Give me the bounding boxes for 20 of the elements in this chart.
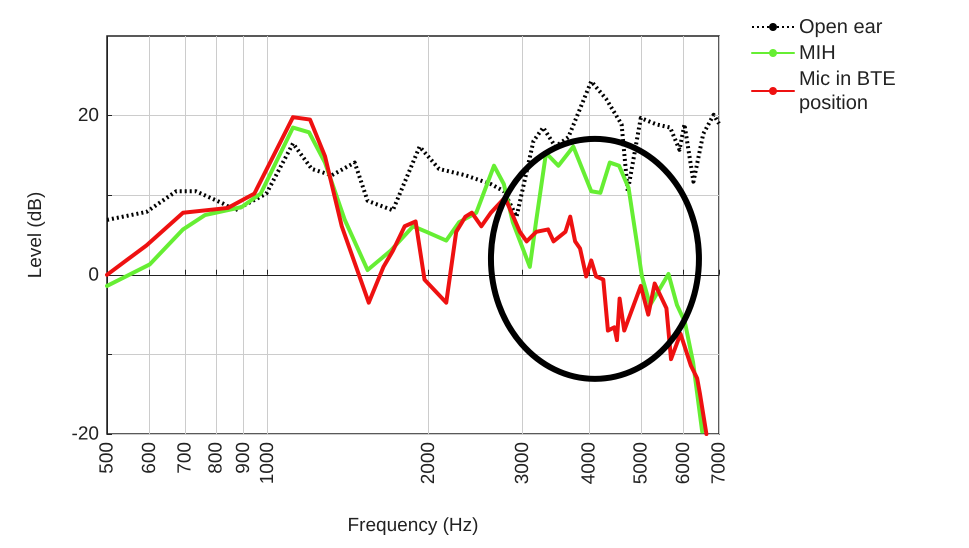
y-axis-title: Level (dB) — [25, 192, 46, 278]
x-tick-label: 900 — [232, 442, 254, 474]
y-tick-label: -20 — [72, 424, 99, 444]
x-tick-label: 5000 — [630, 442, 652, 484]
x-tick-label: 3000 — [512, 442, 534, 484]
x-tick-label: 700 — [174, 442, 196, 474]
legend-label: Open ear — [799, 16, 883, 38]
x-tick-label: 600 — [138, 442, 160, 474]
legend-label: Mic in BTE position — [799, 68, 896, 114]
x-tick-label: 6000 — [672, 442, 694, 484]
x-tick-label: 7000 — [708, 442, 730, 484]
x-tick-label: 800 — [205, 442, 226, 474]
y-tick-label: 20 — [78, 105, 99, 126]
legend-label: MIH — [799, 42, 836, 64]
x-tick-label: 4000 — [578, 442, 600, 484]
x-tick-label: 1000 — [257, 442, 278, 484]
x-tick-label: 2000 — [418, 442, 439, 484]
x-tick-label: 500 — [96, 442, 118, 474]
y-tick-label: 0 — [88, 264, 99, 286]
x-axis-title: Frequency (Hz) — [348, 515, 478, 536]
